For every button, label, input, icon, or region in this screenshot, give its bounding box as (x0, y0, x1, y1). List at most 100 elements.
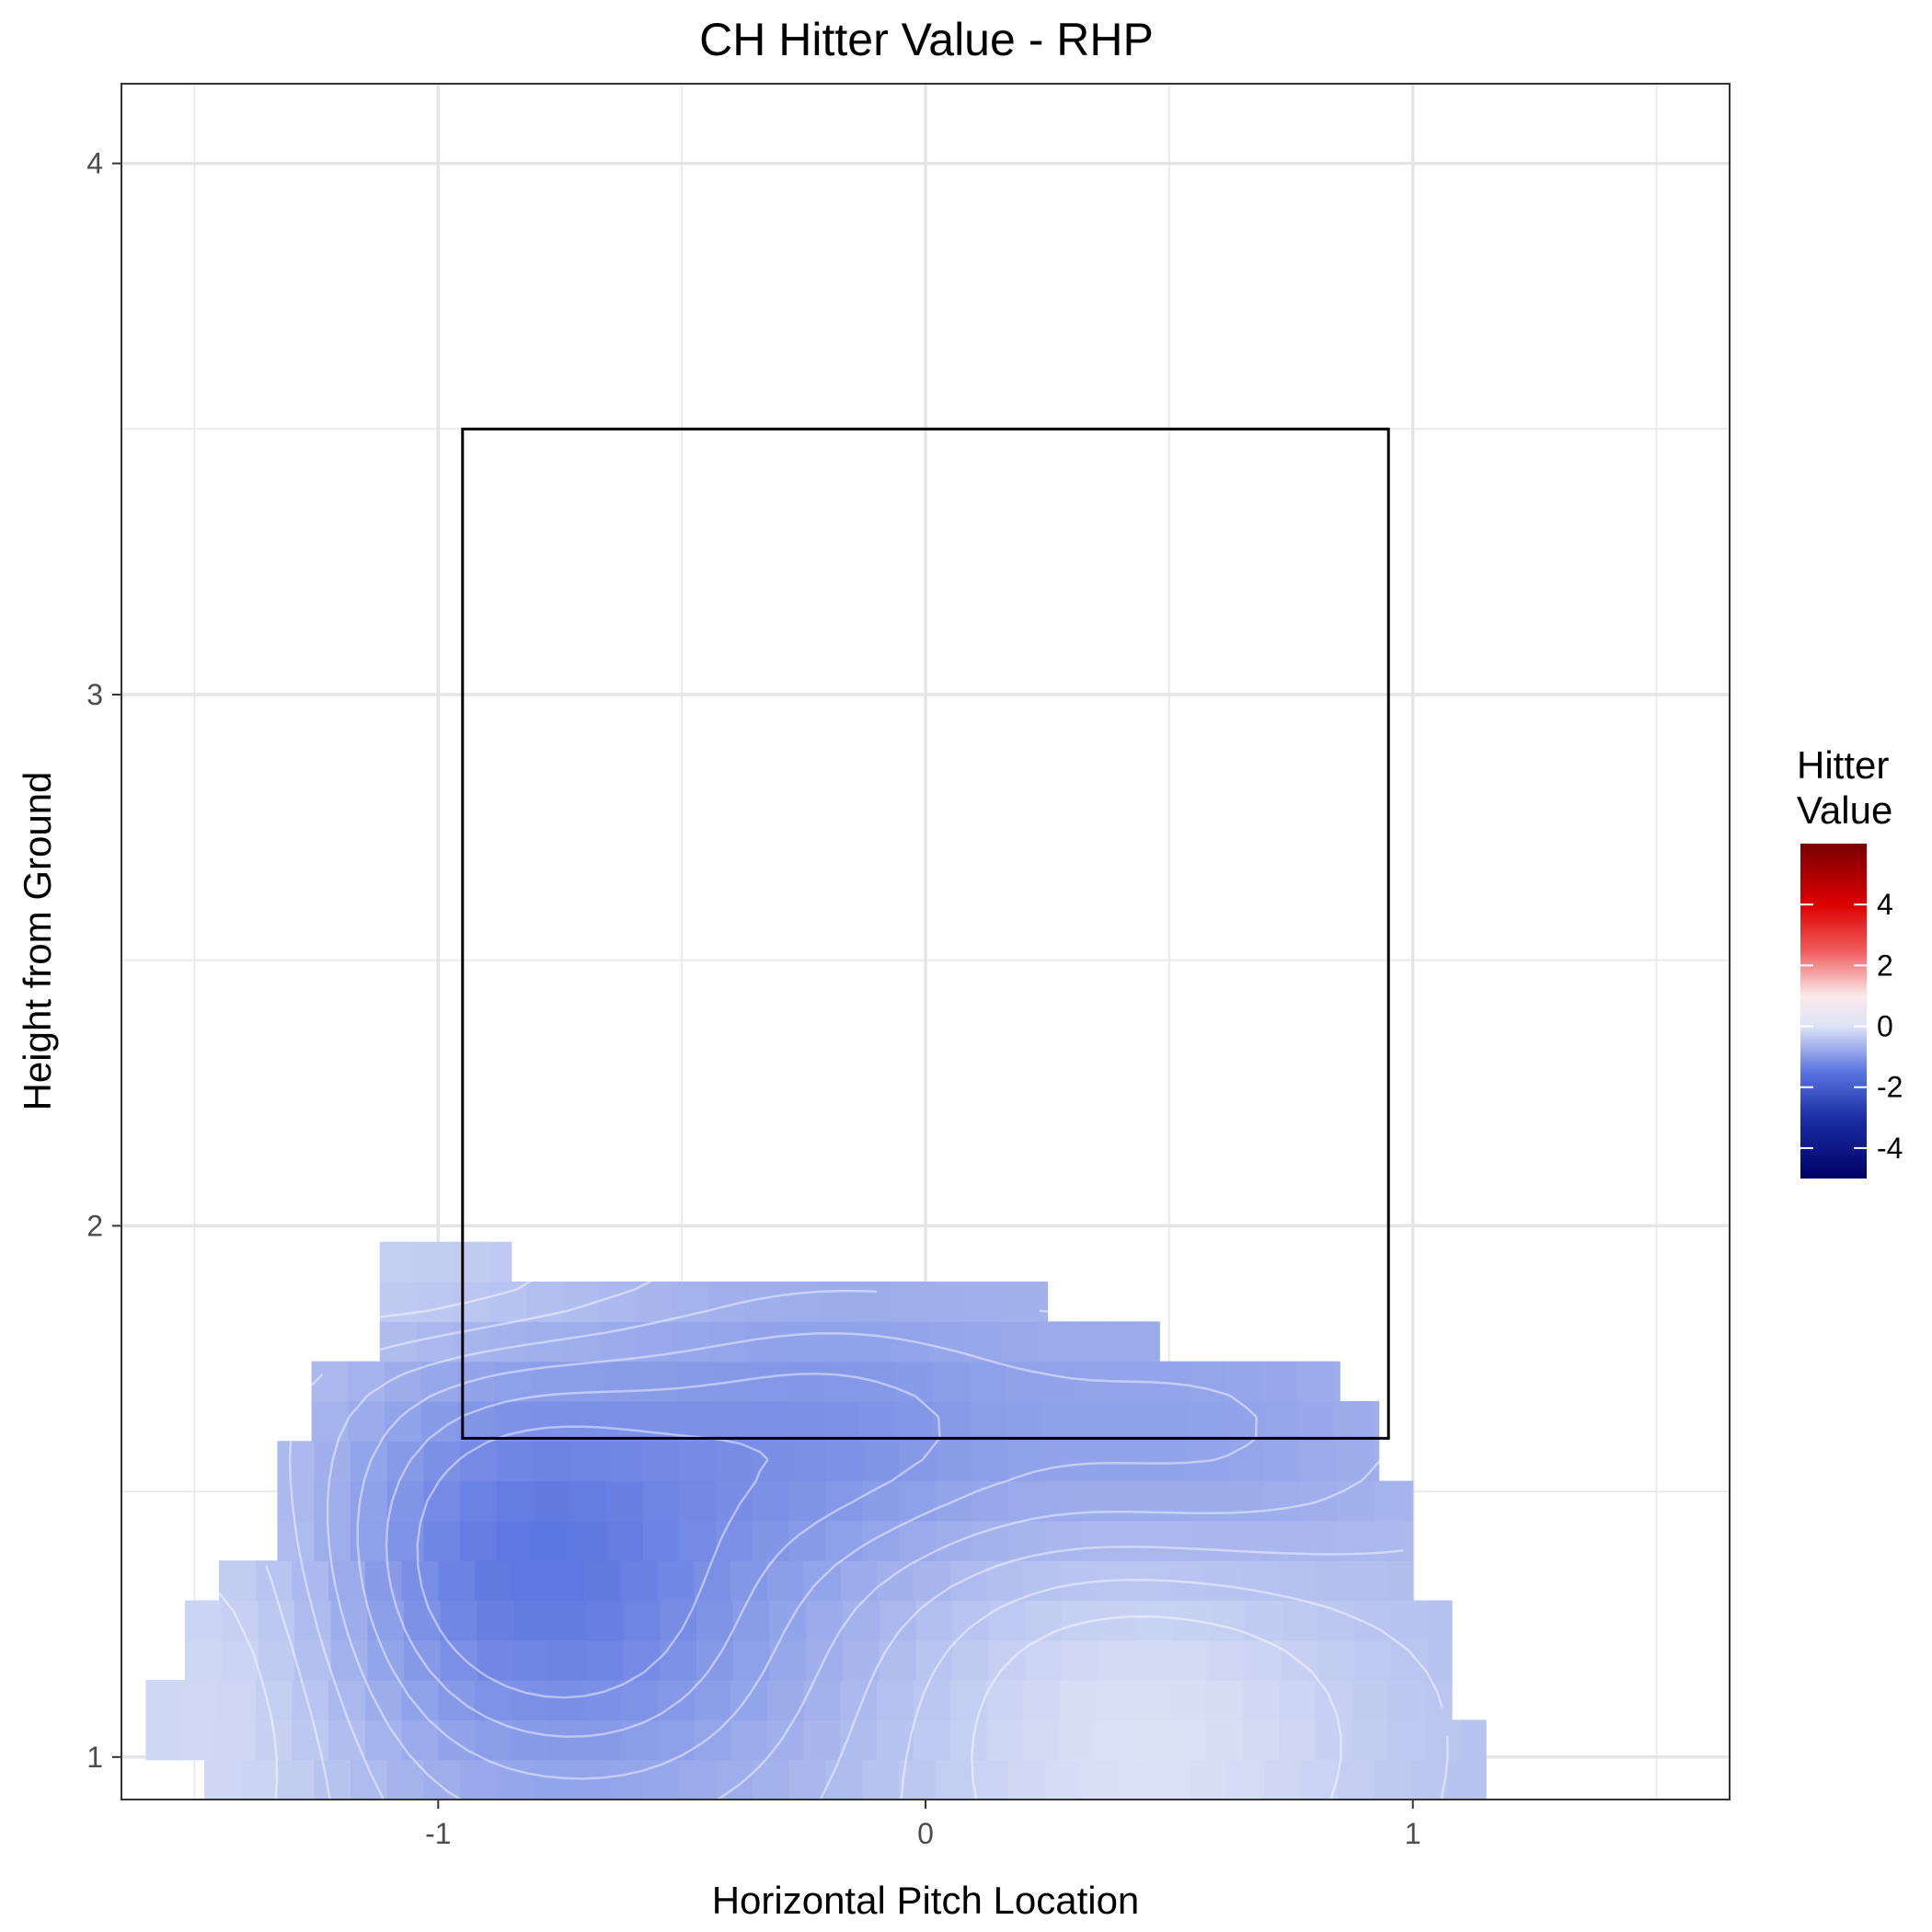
heatmap-tile (1074, 1321, 1111, 1363)
x-axis: -1 0 1 (425, 1800, 1421, 1850)
legend-tick-label: 2 (1877, 949, 1893, 982)
heatmap-tile (1168, 1719, 1207, 1761)
heatmap-tile (620, 1719, 659, 1761)
heatmap-tile (569, 1759, 607, 1800)
heatmap-tile (350, 1520, 388, 1561)
heatmap-tile (292, 1680, 329, 1720)
heatmap-tile (879, 1639, 917, 1681)
heatmap-tile (1044, 1441, 1083, 1482)
heatmap-tile (825, 1759, 863, 1800)
heatmap-tile (964, 1321, 1002, 1363)
heatmap-tile (877, 1560, 914, 1602)
heatmap-tile (584, 1719, 622, 1761)
heatmap-tile (348, 1400, 385, 1442)
heatmap-tile (716, 1759, 753, 1800)
heatmap-tile (915, 1639, 953, 1681)
heatmap-tile (314, 1520, 351, 1561)
heatmap-tile (404, 1639, 442, 1681)
heatmap-tile (496, 1520, 535, 1561)
heatmap-tile (314, 1759, 351, 1800)
contour-lines (213, 1267, 1449, 1801)
heatmap-tile (511, 1719, 549, 1761)
heatmap-tile (935, 1480, 972, 1522)
heatmap-tile (1022, 1560, 1061, 1602)
heatmap-tile (750, 1361, 788, 1402)
heatmap-tile (460, 1759, 498, 1800)
heatmap-tile (1096, 1719, 1133, 1761)
heatmap-tile (694, 1680, 731, 1720)
heatmap-tile (477, 1639, 515, 1681)
heatmap-tile (513, 1639, 551, 1681)
legend-ticks: 4 2 0 -2 -4 (1800, 888, 1903, 1165)
heatmap-tile (1171, 1600, 1209, 1641)
heatmap-tile (1374, 1759, 1411, 1800)
heatmap-tile (1334, 1400, 1373, 1442)
heatmap-tile (401, 1719, 439, 1761)
heatmap-tile (364, 1719, 403, 1761)
heatmap-tile (599, 1282, 637, 1322)
heatmap-tile (1461, 1719, 1487, 1761)
heatmap-tile (255, 1719, 293, 1761)
heatmap-tile (1042, 1361, 1080, 1402)
heatmap-tile (657, 1719, 695, 1761)
heatmap-tile (379, 1282, 418, 1322)
heatmap-tile (672, 1321, 709, 1363)
heatmap-tile (453, 1282, 490, 1322)
heatmap-tile (1371, 1400, 1380, 1442)
heatmap-tile (277, 1520, 315, 1561)
heatmap-tile (1059, 1680, 1097, 1720)
heatmap-tile (494, 1361, 532, 1402)
heatmap-tile (1152, 1400, 1190, 1442)
heatmap-tile (1410, 1759, 1448, 1800)
heatmap-tile (145, 1719, 183, 1761)
heatmap-tile (350, 1441, 388, 1482)
contour-line (356, 1331, 1259, 1780)
heatmap-tile (401, 1560, 439, 1602)
contour-line (326, 1289, 1386, 1801)
heatmap-tile (606, 1759, 644, 1800)
heatmap-tile (416, 1321, 454, 1363)
heatmap-tile (1298, 1361, 1336, 1402)
heatmap-tile (1062, 1639, 1099, 1681)
heatmap-tile (642, 1759, 681, 1800)
heatmap-tile (489, 1282, 527, 1322)
heatmap-tile (1227, 1441, 1265, 1482)
heatmap-tile (533, 1441, 570, 1482)
heatmap-tile (1337, 1441, 1374, 1482)
heatmap-tile (221, 1639, 259, 1681)
heatmap-tile (818, 1282, 856, 1322)
heatmap-tile (145, 1680, 183, 1720)
heatmap-tile (1351, 1719, 1389, 1761)
heatmap-tile (952, 1600, 990, 1641)
heatmap-tile (350, 1480, 388, 1522)
heatmap-tile (1081, 1759, 1119, 1800)
heatmap-tile (859, 1400, 897, 1442)
heatmap-tile (855, 1282, 892, 1322)
heatmap-tile (672, 1282, 709, 1322)
heatmap-tile (379, 1321, 418, 1363)
heatmap-tile (825, 1520, 863, 1561)
heatmap-tile (752, 1520, 790, 1561)
heatmap-tile (1208, 1639, 1246, 1681)
heatmap-tile (367, 1639, 405, 1681)
heatmap-tile (204, 1759, 242, 1800)
heatmap-tile (1225, 1361, 1263, 1402)
heatmap-tile (423, 1480, 461, 1522)
heatmap-tile (620, 1680, 659, 1720)
heatmap-tile (328, 1560, 366, 1602)
heatmap-tile (732, 1600, 771, 1641)
heatmap-tile (438, 1560, 476, 1602)
heatmap-tile (679, 1441, 717, 1482)
heatmap-tile (803, 1719, 841, 1761)
heatmap-tile (489, 1321, 527, 1363)
y-tick-label: 1 (86, 1741, 103, 1774)
heatmap-tile (496, 1441, 535, 1482)
heatmap-tile (547, 1719, 585, 1761)
heatmap-tile (898, 1441, 937, 1482)
heatmap-tile (745, 1282, 783, 1322)
heatmap-tile (533, 1480, 570, 1522)
heatmap-tile (766, 1680, 805, 1720)
heatmap-tile (788, 1441, 827, 1482)
heatmap-tile (842, 1600, 880, 1641)
heatmap-tile (1205, 1680, 1243, 1720)
